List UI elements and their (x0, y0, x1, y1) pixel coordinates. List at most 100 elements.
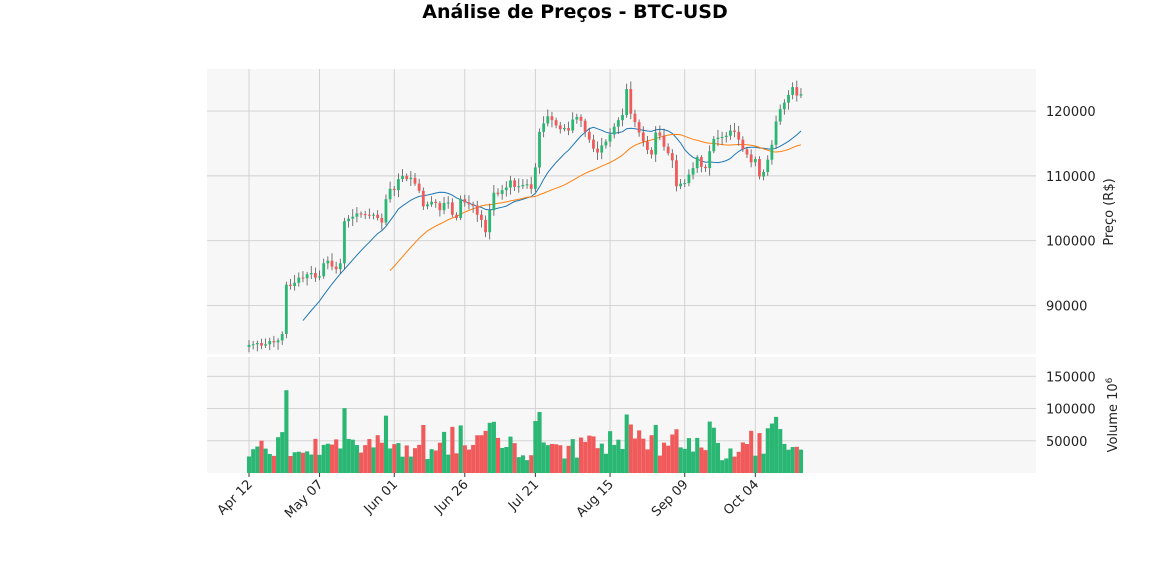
candles (247, 80, 803, 353)
candle-up (546, 116, 550, 124)
candle-up (351, 216, 355, 219)
volume-bar (508, 436, 513, 473)
x-tick-label: Oct 04 (721, 477, 762, 518)
volume-bar (562, 458, 567, 473)
candle-up (284, 284, 288, 334)
volume-bar (371, 447, 376, 473)
candle-down (675, 160, 678, 187)
candle-down (758, 159, 761, 177)
volume-bar (541, 442, 546, 473)
volume-bar (267, 453, 272, 473)
volume-bar (545, 445, 550, 473)
candle-up (563, 127, 566, 130)
candle-up (426, 204, 429, 207)
candle-up (509, 180, 512, 188)
volume-bar (554, 444, 559, 473)
volume-bar (587, 435, 592, 473)
candle-down (463, 199, 467, 203)
candle-up (517, 186, 521, 188)
candle-up (525, 184, 529, 186)
volume-bar (662, 442, 667, 473)
candle-down (334, 266, 338, 270)
candle-down (596, 148, 599, 153)
volume-bar (442, 431, 447, 473)
candle-up (322, 263, 326, 277)
candle-down (662, 135, 666, 147)
volume-bar (707, 421, 712, 473)
volume-bar (691, 451, 696, 473)
volume-bar (794, 446, 799, 473)
candle-up (683, 183, 687, 184)
candle-up (388, 188, 392, 200)
x-tick-label: Jun 01 (361, 477, 401, 517)
candle-up (309, 273, 313, 275)
volume-bar (475, 435, 480, 473)
candle-down (741, 139, 745, 150)
y-tick-labels: 90000 100000 110000 120000 50000 100000 150000 (1046, 105, 1096, 450)
candle-up (787, 94, 790, 103)
volume-bar (728, 448, 733, 473)
volume-bar (292, 452, 297, 473)
candle-up (654, 132, 658, 155)
x-tick-label: Aug 15 (574, 477, 617, 520)
candle-down (475, 205, 479, 215)
volume-tick-label: 100000 (1046, 403, 1096, 418)
volume-bar (359, 452, 364, 473)
candle-down (658, 132, 662, 136)
volume-bar (753, 455, 758, 473)
volume-bar (433, 450, 438, 473)
candle-down (330, 260, 334, 267)
candle-down (650, 149, 653, 155)
volume-bar (574, 457, 579, 473)
candle-down (633, 113, 637, 123)
candle-down (795, 87, 799, 96)
candle-down (272, 341, 276, 343)
candle-up (521, 184, 525, 187)
candle-down (260, 342, 263, 346)
volume-bar (533, 421, 538, 473)
volume-bar (649, 435, 654, 473)
volume-axis-label-text: Volume 10 (1106, 383, 1121, 452)
volume-bar (421, 425, 426, 473)
candle-down (421, 190, 425, 207)
candle-down (745, 149, 749, 155)
volume-bar (740, 442, 745, 473)
volume-bar (603, 453, 608, 473)
chart-title: Análise de Preços - BTC-USD (422, 1, 728, 23)
candle-up (720, 137, 724, 139)
price-panel-bg (207, 69, 1036, 354)
candle-up (708, 151, 712, 169)
volume-bar (271, 455, 276, 473)
volume-bar (330, 444, 335, 473)
volume-bar (774, 416, 779, 473)
candle-down (529, 184, 533, 189)
volume-bar (736, 451, 741, 473)
candle-up (297, 277, 301, 283)
volume-bar (641, 438, 646, 473)
candle-down (737, 131, 741, 140)
candle-up (799, 94, 803, 96)
volume-bar (317, 454, 322, 473)
candle-up (538, 131, 541, 168)
x-tick-label: Jun 26 (431, 477, 471, 517)
candle-up (268, 341, 272, 345)
volume-bar (363, 445, 368, 473)
candle-up (401, 175, 404, 180)
candle-up (687, 174, 691, 183)
candle-up (264, 344, 267, 346)
x-tick-labels: Apr 12 May 07 Jun 01 Jun 26 Jul 21 Aug 15 Sep … (215, 473, 762, 521)
candle-up (778, 109, 782, 122)
volume-bar (313, 438, 318, 473)
volume-bar (624, 414, 629, 473)
volume-bar (720, 460, 725, 473)
volume-bar (259, 440, 264, 473)
volume-bar (749, 430, 754, 473)
candle-up (782, 102, 786, 110)
candle-up (766, 159, 770, 172)
volume-bar (379, 442, 384, 473)
candle-down (704, 166, 707, 169)
x-tick-label: Sep 09 (649, 477, 692, 520)
candle-up (791, 87, 795, 95)
candle-up (347, 218, 350, 222)
